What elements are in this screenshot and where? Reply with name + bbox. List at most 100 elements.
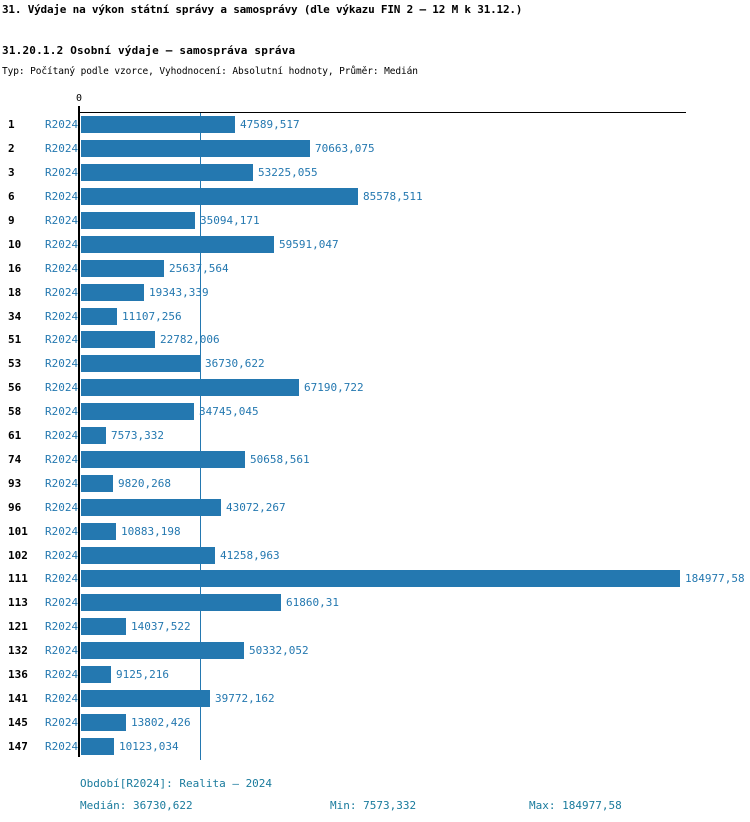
series-year-label: R2024 [45,357,79,371]
page-title: 31. Výdaje na výkon státní správy a samo… [2,3,523,16]
bar-value-label: 7573,332 [111,429,164,442]
row-number-label: 56 [8,381,22,395]
series-year-label: R2024 [45,620,79,634]
row-number-label: 3 [8,166,15,180]
table-row: 132 R2024 50332,052 [0,640,750,664]
table-row: 147 R2024 10123,034 [0,736,750,760]
footer-max-stat: Max: 184977,58 [529,799,622,812]
bar-value-label: 19343,339 [149,285,209,299]
series-year-label: R2024 [45,691,79,705]
series-year-label: R2024 [45,596,79,610]
series-year-label: R2024 [45,213,79,227]
series-year-label: R2024 [45,237,79,251]
table-row: 6 R2024 85578,511 [0,186,750,210]
bar-value-label: 41258,963 [220,548,280,562]
table-row: 9 R2024 35094,171 [0,210,750,234]
value-bar [81,211,195,229]
bar-value-label: 39772,162 [215,691,275,705]
row-number-label: 6 [8,190,15,203]
series-year-label: R2024 [45,190,79,203]
value-bar [81,570,680,588]
row-number-label: 147 [8,739,28,753]
value-bar [81,259,164,277]
bar-value-label: 35094,171 [200,213,260,227]
value-bar [81,331,155,349]
series-year-label: R2024 [45,500,79,514]
series-year-label: R2024 [45,405,79,419]
value-bar [81,427,106,444]
table-row: 61 R2024 7573,332 [0,425,750,449]
series-year-label: R2024 [45,476,79,490]
bar-value-label: 13802,426 [131,715,191,729]
bar-value-label: 53225,055 [258,166,318,180]
value-bar [81,355,200,373]
row-number-label: 111 [8,572,28,586]
table-row: 96 R2024 43072,267 [0,497,750,521]
x-axis-line [78,112,686,113]
value-bar [81,140,310,158]
table-row: 145 R2024 13802,426 [0,712,750,736]
row-number-label: 132 [8,644,28,658]
table-row: 1 R2024 47589,517 [0,114,750,138]
bar-value-label: 59591,047 [279,237,339,251]
bar-value-label: 11107,256 [122,309,182,323]
row-number-label: 9 [8,213,15,227]
series-year-label: R2024 [45,166,79,180]
row-number-label: 141 [8,691,28,705]
bar-value-label: 184977,58 [685,572,745,586]
table-row: 141 R2024 39772,162 [0,688,750,712]
row-number-label: 58 [8,405,22,419]
row-number-label: 53 [8,357,22,371]
bar-value-label: 10883,198 [121,524,181,538]
table-row: 16 R2024 25637,564 [0,258,750,282]
table-row: 121 R2024 14037,522 [0,616,750,640]
series-year-label: R2024 [45,524,79,538]
value-bar [81,594,281,612]
series-year-label: R2024 [45,381,79,395]
table-row: 10 R2024 59591,047 [0,234,750,258]
value-bar [81,474,113,492]
table-row: 58 R2024 34745,045 [0,401,750,425]
series-year-label: R2024 [45,452,79,466]
x-axis-zero-tick-label: 0 [75,93,83,104]
row-number-label: 51 [8,333,22,347]
row-number-label: 2 [8,142,15,156]
section-title: 31.20.1.2 Osobní výdaje – samospráva spr… [2,44,296,57]
bar-value-label: 85578,511 [363,190,423,203]
series-year-label: R2024 [45,429,79,442]
footer-min-stat: Min: 7573,332 [330,799,417,812]
bar-value-label: 9125,216 [116,668,169,681]
row-number-label: 145 [8,715,28,729]
value-bar [81,450,245,468]
value-bar [81,713,126,731]
value-bar [81,379,299,397]
table-row: 2 R2024 70663,075 [0,138,750,162]
footer-median-stat: Medián: 36730,622 [80,799,193,812]
row-number-label: 102 [8,548,28,562]
row-number-label: 96 [8,500,22,514]
table-row: 34 R2024 11107,256 [0,306,750,330]
value-bar [81,403,194,421]
value-bar [81,618,126,636]
row-number-label: 101 [8,524,28,538]
series-year-label: R2024 [45,572,79,586]
value-bar [81,737,114,755]
table-row: 102 R2024 41258,963 [0,545,750,569]
series-year-label: R2024 [45,142,79,156]
bar-value-label: 36730,622 [205,357,265,371]
row-number-label: 74 [8,452,22,466]
table-row: 101 R2024 10883,198 [0,521,750,545]
table-row: 113 R2024 61860,31 [0,592,750,616]
table-row: 18 R2024 19343,339 [0,282,750,306]
row-number-label: 121 [8,620,28,634]
y-axis-line [78,106,80,757]
row-number-label: 16 [8,261,22,275]
bar-value-label: 47589,517 [240,118,300,132]
value-bar [81,666,111,683]
table-row: 93 R2024 9820,268 [0,473,750,497]
value-bar [81,546,215,564]
series-year-label: R2024 [45,715,79,729]
row-number-label: 1 [8,118,15,132]
series-year-label: R2024 [45,309,79,323]
bar-value-label: 61860,31 [286,596,339,610]
